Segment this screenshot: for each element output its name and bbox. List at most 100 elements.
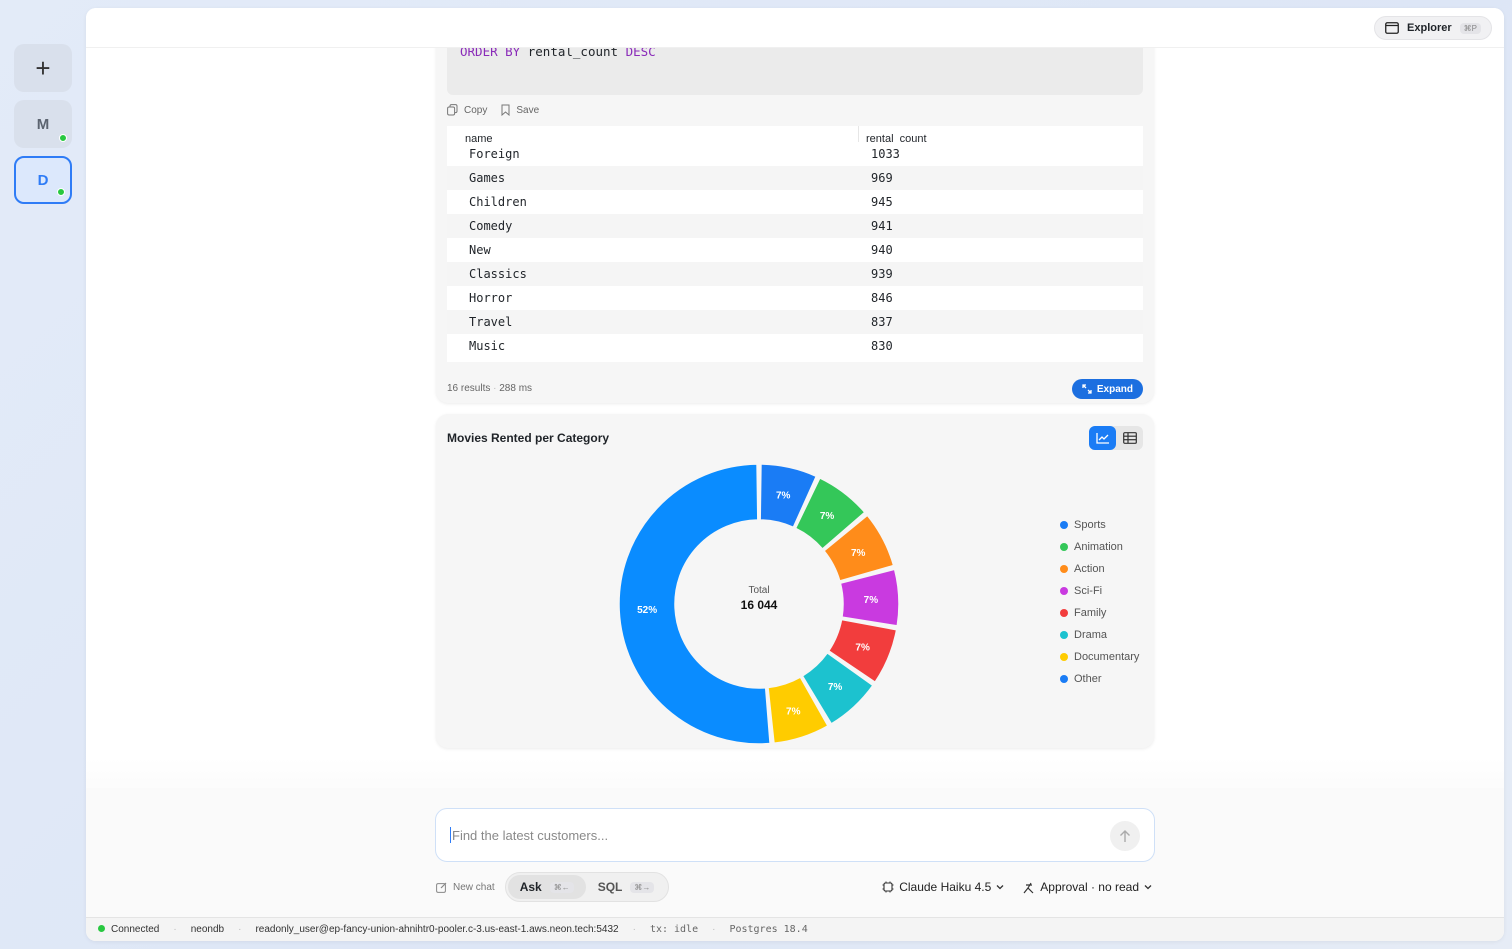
- legend-dot: [1060, 631, 1068, 639]
- legend-dot: [1060, 587, 1068, 595]
- chevron-down-icon: [1144, 885, 1152, 890]
- legend-item[interactable]: Drama: [1060, 624, 1139, 646]
- cell-name: Travel: [469, 315, 513, 329]
- legend-label: Animation: [1074, 541, 1123, 553]
- legend-item[interactable]: Sci-Fi: [1060, 580, 1139, 602]
- table-row[interactable]: Children 945: [447, 190, 1143, 214]
- donut-slice-label: 52%: [637, 605, 657, 616]
- column-header-name[interactable]: name: [447, 126, 859, 151]
- legend-item[interactable]: Action: [1060, 558, 1139, 580]
- copy-icon: [447, 104, 458, 116]
- legend-label: Family: [1074, 607, 1107, 619]
- table-row[interactable]: Foreign 1033: [447, 142, 1143, 166]
- sql-mode-button[interactable]: SQL ⌘→: [586, 875, 667, 899]
- legend-label: Other: [1074, 673, 1102, 685]
- table-row[interactable]: Games 969: [447, 166, 1143, 190]
- cell-name: Classics: [469, 267, 527, 281]
- donut-slice-action[interactable]: [823, 514, 895, 582]
- legend-item[interactable]: Other: [1060, 668, 1139, 690]
- sql-editor[interactable]: ORDER BY rental_count DESC: [447, 40, 1143, 95]
- legend-label: Sports: [1074, 519, 1106, 531]
- cell-count: 939: [871, 267, 893, 281]
- model-label: Claude Haiku 4.5: [899, 880, 992, 894]
- cell-count: 940: [871, 243, 893, 257]
- sql-mode-label: SQL: [597, 880, 623, 894]
- chart-title: Movies Rented per Category: [447, 431, 610, 445]
- chart-view-button[interactable]: [1089, 426, 1116, 450]
- cell-count: 830: [871, 339, 893, 353]
- table-row[interactable]: New 940: [447, 238, 1143, 262]
- expand-button[interactable]: Expand: [1071, 379, 1143, 399]
- approval-label: Approval · no read: [1040, 880, 1139, 894]
- donut-slice-other[interactable]: [618, 463, 771, 745]
- cell-name: New: [469, 243, 491, 257]
- connection-string: readonly_user@ep-fancy-union-ahnihtr0-po…: [255, 924, 619, 935]
- table-row[interactable]: Horror 846: [447, 286, 1143, 310]
- model-selector[interactable]: Claude Haiku 4.5: [882, 880, 1004, 894]
- connection-m-button[interactable]: M: [14, 100, 72, 148]
- column-header-rental-count[interactable]: rental_count: [866, 132, 927, 145]
- connection-d-button[interactable]: D: [14, 156, 72, 204]
- table-row[interactable]: Comedy 941: [447, 214, 1143, 238]
- donut-slice-sci-fi[interactable]: [839, 568, 900, 627]
- donut-slice-label: 7%: [776, 491, 791, 502]
- chat-placeholder: Find the latest customers...: [452, 827, 609, 843]
- status-separator: ·: [238, 924, 242, 935]
- legend-dot: [1060, 543, 1068, 551]
- legend-label: Action: [1074, 563, 1105, 575]
- legend-item[interactable]: Sports: [1060, 514, 1139, 536]
- table-row[interactable]: Classics 939: [447, 262, 1143, 286]
- send-button[interactable]: [1110, 821, 1140, 851]
- legend-item[interactable]: Documentary: [1060, 646, 1139, 668]
- cell-name: Foreign: [469, 147, 520, 161]
- cell-count: 969: [871, 171, 893, 185]
- ask-mode-button[interactable]: Ask ⌘←: [507, 875, 586, 899]
- new-chat-button[interactable]: New chat: [436, 882, 495, 893]
- save-button[interactable]: Save: [501, 104, 539, 116]
- copy-button[interactable]: Copy: [447, 104, 487, 116]
- table-view-button[interactable]: [1116, 426, 1143, 450]
- table-row[interactable]: Music 830: [447, 334, 1143, 358]
- chevron-down-icon: [996, 885, 1004, 890]
- chart-legend: Sports Animation Action Sci-Fi Family Dr…: [1060, 514, 1139, 690]
- legend-item[interactable]: Family: [1060, 602, 1139, 624]
- legend-item[interactable]: Animation: [1060, 536, 1139, 558]
- donut-slice-documentary[interactable]: [767, 676, 829, 744]
- cell-name: Children: [469, 195, 527, 209]
- explorer-button[interactable]: Explorer ⌘P: [1374, 16, 1492, 40]
- chip-icon: [882, 881, 894, 893]
- mode-switch: Ask ⌘← SQL ⌘→: [504, 872, 670, 902]
- connection-m-label: M: [36, 115, 50, 133]
- new-chat-label: New chat: [453, 881, 495, 893]
- query-time: 288 ms: [499, 383, 533, 394]
- top-bar: Explorer ⌘P: [86, 8, 1504, 48]
- arrow-up-icon: [1120, 829, 1130, 842]
- table-row[interactable]: Travel 837: [447, 310, 1143, 334]
- expand-label: Expand: [1096, 383, 1133, 395]
- donut-center-value: 16 044: [741, 598, 778, 612]
- connected-dot: [98, 925, 105, 932]
- chat-settings: Claude Haiku 4.5 Approval · no read: [882, 880, 1152, 894]
- main-window: Explorer ⌘P ORDER BY rental_count DESC C…: [86, 8, 1504, 941]
- results-count: 16 results: [447, 383, 491, 394]
- cell-count: 1033: [871, 147, 900, 161]
- text-caret: [450, 827, 451, 843]
- donut-slice-family[interactable]: [827, 618, 898, 683]
- donut-slice-drama[interactable]: [801, 652, 874, 725]
- window-icon: [1385, 22, 1399, 34]
- ask-mode-shortcut: ⌘←: [549, 881, 574, 893]
- legend-dot: [1060, 675, 1068, 683]
- cell-name: Horror: [469, 291, 513, 305]
- donut-slice-animation[interactable]: [794, 477, 866, 550]
- donut-slice-sports[interactable]: [759, 463, 818, 529]
- status-bar: Connected · neondb · readonly_user@ep-fa…: [86, 917, 1504, 941]
- donut-slice-label: 7%: [820, 511, 835, 522]
- database-name: neondb: [190, 924, 225, 935]
- new-connection-button[interactable]: +: [14, 44, 72, 92]
- donut-slice-label: 7%: [828, 682, 843, 693]
- cell-count: 837: [871, 315, 893, 329]
- chat-input[interactable]: Find the latest customers...: [435, 808, 1155, 862]
- approval-selector[interactable]: Approval · no read: [1022, 880, 1152, 894]
- legend-label: Sci-Fi: [1074, 585, 1103, 597]
- results-table: name rental_count Foreign 1033 Games 969 C…: [447, 126, 1143, 362]
